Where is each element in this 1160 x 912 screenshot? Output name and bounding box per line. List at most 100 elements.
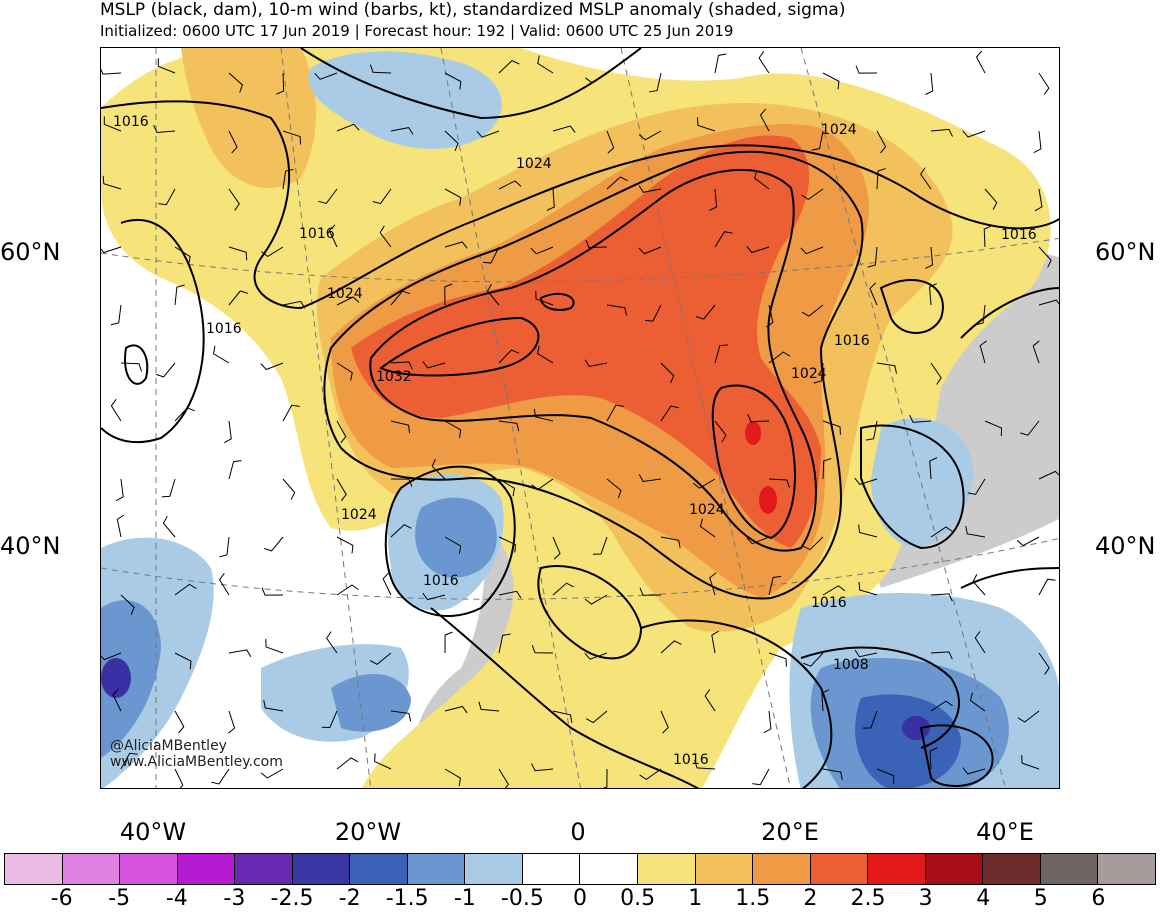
wind-barb: [1033, 130, 1042, 154]
anomaly-low-2: [101, 600, 161, 758]
contour-label: 1024: [821, 122, 857, 138]
wind-barb: [478, 701, 500, 712]
wind-barb: [660, 710, 669, 734]
wind-barb: [374, 753, 392, 770]
wind-barb: [546, 188, 555, 211]
lon-label: 0: [570, 818, 586, 846]
wind-barb: [975, 304, 986, 326]
wind-barb: [585, 710, 608, 724]
wind-barb: [813, 362, 824, 384]
wind-barb: [336, 123, 360, 132]
wind-barb: [228, 460, 242, 480]
colorbar-swatch: [5, 854, 63, 884]
wind-barb: [909, 414, 932, 423]
colorbar-swatch: [1098, 854, 1155, 884]
wind-barb: [537, 345, 554, 364]
wind-barb: [1038, 470, 1059, 480]
colorbar-swatch: [695, 854, 754, 884]
wind-barb: [862, 710, 878, 729]
wind-barb: [110, 304, 122, 326]
colorbar-swatch: [292, 854, 351, 884]
contour-label: 1016: [423, 573, 459, 589]
colorbar-swatch: [350, 854, 408, 884]
wind-barb: [552, 536, 561, 560]
wind-barb: [155, 362, 176, 378]
wind-barb: [867, 246, 878, 268]
wind-barb: [801, 188, 824, 201]
wind-barb: [120, 594, 135, 615]
colorbar-swatch: [753, 854, 811, 884]
anomaly-fill-2: [181, 48, 316, 188]
wind-barb: [714, 344, 728, 364]
wind-barb: [498, 478, 515, 497]
wind-barb: [498, 349, 520, 364]
contour-label: 1016: [299, 226, 335, 242]
colorbar: [4, 853, 1156, 885]
colorbar-label: -6: [50, 886, 73, 911]
wind-barb: [444, 283, 453, 306]
wind-barb: [858, 524, 878, 538]
colorbar-label: 1.5: [735, 886, 771, 911]
wind-barb: [336, 420, 347, 444]
wind-barb: [714, 420, 727, 443]
wind-barb: [444, 631, 453, 654]
wind-barb: [704, 689, 716, 712]
wind-barb: [699, 518, 716, 538]
contour-label: 1024: [516, 156, 552, 172]
wind-barb: [660, 362, 675, 384]
wind-barb: [101, 68, 122, 75]
wind-barb: [336, 584, 359, 596]
wind-barb: [110, 399, 122, 422]
wind-barb: [801, 304, 824, 317]
wind-barb: [930, 362, 942, 385]
wind-barb: [369, 652, 392, 665]
wind-barb: [498, 590, 522, 599]
wind-barb: [174, 284, 185, 306]
wind-barb: [498, 420, 520, 432]
wind-barb: [746, 245, 770, 254]
colorbar-swatch: [983, 854, 1041, 884]
wind-barb: [876, 168, 886, 190]
wind-barb: [535, 290, 554, 306]
credit-handle: @AliciaMBentley: [110, 738, 227, 754]
lat-label-60n-left: 60°N: [0, 238, 61, 266]
wind-barb: [498, 768, 509, 788]
wind-barb: [537, 55, 554, 74]
colorbar-label: 1: [688, 886, 703, 911]
wind-barb: [929, 457, 938, 480]
wind-barb: [746, 536, 770, 545]
wind-barb: [372, 188, 392, 205]
wind-barb: [390, 127, 414, 135]
wind-barb: [174, 583, 197, 596]
wind-barb: [822, 457, 832, 480]
colorbar-label: 0.5: [620, 886, 656, 911]
colorbar-swatch: [407, 854, 466, 884]
wind-barb: [444, 241, 468, 249]
wind-barb: [112, 688, 122, 712]
contour-label: 1024: [689, 502, 725, 518]
wind-barb: [218, 572, 230, 596]
wind-barb: [318, 188, 338, 205]
colorbar-swatch: [120, 854, 178, 884]
wind-barb: [696, 117, 716, 132]
wind-barb: [336, 296, 360, 306]
wind-barb: [822, 585, 846, 596]
wind-barb: [585, 72, 608, 84]
wind-barb: [116, 514, 125, 538]
wind-barb: [854, 649, 878, 658]
wind-barb: [763, 710, 772, 734]
wind-barb: [482, 246, 500, 264]
anomaly-fill-5: [759, 486, 777, 514]
wind-barb: [930, 700, 953, 712]
wind-barb: [336, 362, 353, 381]
wind-barb: [965, 525, 986, 538]
wind-barb: [754, 170, 770, 190]
wind-barb: [498, 633, 511, 654]
wind-barb: [444, 705, 468, 714]
wind-barb: [695, 304, 716, 320]
contour-label: 1016: [673, 752, 709, 768]
wind-barb: [930, 526, 953, 538]
wind-barb: [282, 404, 300, 422]
wind-barb: [854, 477, 878, 485]
colorbar-label: -1.5: [385, 886, 429, 911]
